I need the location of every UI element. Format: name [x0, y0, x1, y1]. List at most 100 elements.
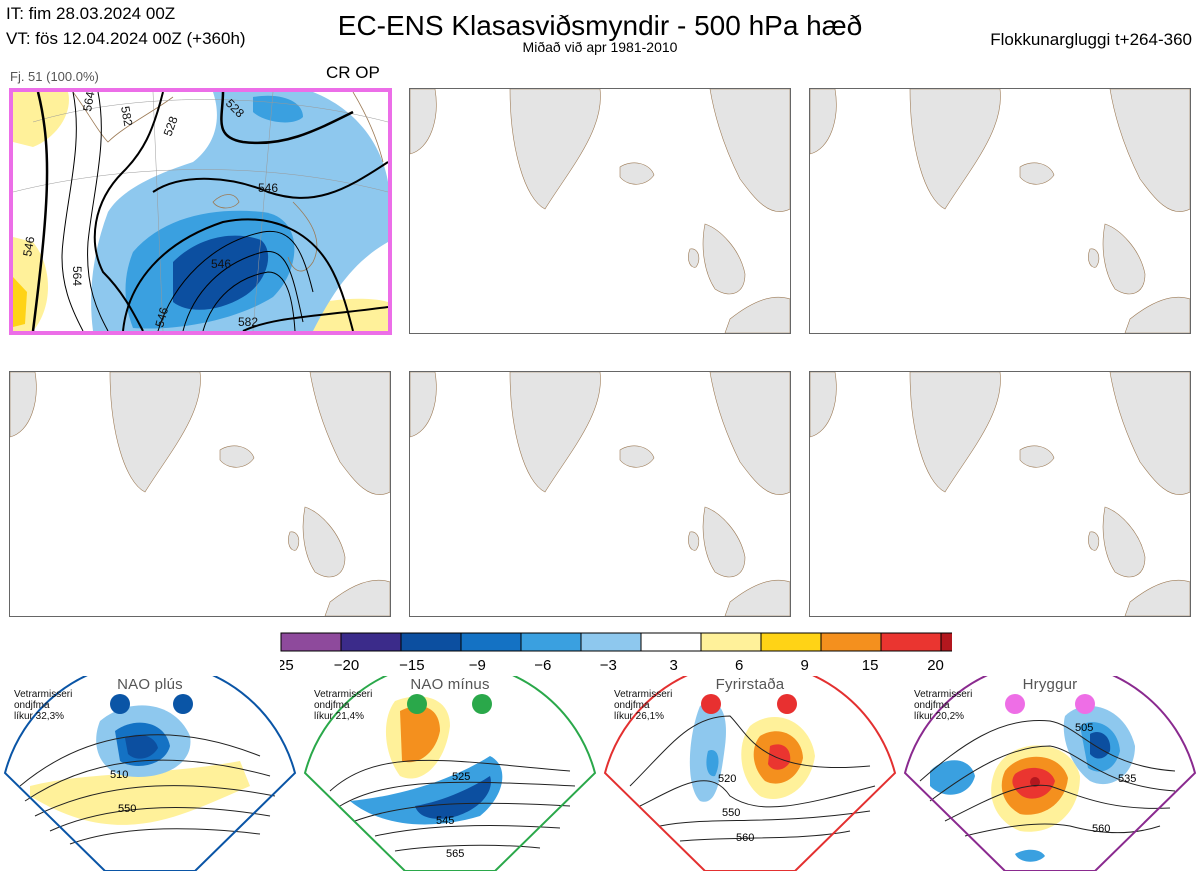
- contour-label: 528: [161, 114, 181, 138]
- initial-time: IT: fim 28.03.2024 00Z: [6, 4, 176, 23]
- regime-dot: [472, 694, 492, 714]
- contour-label: 505: [1075, 722, 1093, 734]
- regime-description: Vetrarmisseri ondjfma líkur 21,4%: [314, 689, 373, 722]
- land-background: [410, 372, 790, 616]
- colorbar-tick-label: −20: [334, 657, 359, 674]
- colorbar-tick-label: −9: [469, 657, 486, 674]
- regime-nao-minus-map: 525 545 565: [303, 676, 597, 871]
- cluster-map-1[interactable]: 546 528 582 564 546 528 546 546 564 582: [9, 88, 392, 335]
- contour-label: 525: [452, 771, 470, 783]
- negative-anomaly-core: [125, 734, 158, 759]
- regime-ridge-map: 505 535 560: [903, 676, 1197, 871]
- lat-lon-grid: [13, 92, 388, 331]
- colorbar-tick-label: −6: [534, 657, 551, 674]
- regime-name: NAO mínus: [410, 676, 490, 693]
- regime-dot: [701, 694, 721, 714]
- regime-nao-minus[interactable]: 525 545 565 NAO mínus Vetrarmisseri ondj…: [300, 676, 600, 871]
- contour-label: 582: [118, 105, 135, 127]
- positive-anomaly-core: [768, 744, 791, 770]
- regime-name: Fyrirstaða: [715, 676, 785, 693]
- contour-label: 564: [70, 266, 84, 286]
- height-contours: [329, 759, 576, 852]
- height-contours: [629, 715, 876, 842]
- land-background: [10, 372, 390, 616]
- page-title: EC-ENS Klasasviðsmyndir - 500 hPa hæð: [337, 10, 863, 41]
- colorbar-bin: [940, 632, 952, 652]
- land-background: [410, 89, 790, 333]
- cluster-map-2[interactable]: [409, 88, 791, 334]
- colorbar-bin: [760, 632, 822, 652]
- negative-anomaly-area: [930, 760, 975, 795]
- regime-label: CR OP: [326, 63, 380, 82]
- contour-label: 546: [258, 181, 278, 195]
- regime-dot: [1075, 694, 1095, 714]
- contour-label: 546: [152, 305, 171, 328]
- contour-label: 545: [436, 815, 454, 827]
- contour-label: 550: [722, 807, 740, 819]
- positive-anomaly-area: [30, 761, 250, 825]
- regime-description: Vetrarmisseri ondjfma líkur 32,3%: [14, 689, 73, 722]
- cluster-map-5[interactable]: [409, 371, 791, 617]
- negative-anomaly-area: [253, 95, 303, 123]
- positive-anomaly-peak: [1030, 777, 1040, 787]
- cluster-map-3[interactable]: [809, 88, 1191, 334]
- regime-frame: [903, 676, 1197, 871]
- regime-blocking[interactable]: 520 550 560 Fyrirstaða Vetrarmisseri ond…: [600, 676, 900, 871]
- cluster-map-6[interactable]: [809, 371, 1191, 617]
- colorbar-bin: [400, 632, 462, 652]
- height-contours: [31, 92, 388, 331]
- regime-name: Hryggur: [1022, 676, 1078, 693]
- colorbar-bin: [520, 632, 582, 652]
- regime-ridge[interactable]: 505 535 560 Hryggur Vetrarmisseri ondjfm…: [900, 676, 1200, 871]
- regime-blocking-map: 520 550 560: [603, 676, 897, 871]
- colorbar-tick-label: −3: [600, 657, 617, 674]
- contour-label: 546: [211, 257, 231, 271]
- regime-frame: [3, 676, 297, 871]
- contour-label: 560: [736, 832, 754, 844]
- colorbar-bin: [640, 632, 702, 652]
- colorbar-bin: [580, 632, 642, 652]
- colorbar-bin: [880, 632, 942, 652]
- regime-nao-plus[interactable]: 510 550 NAO plús Vetrarmisseri ondjfma l…: [0, 676, 300, 871]
- contour-label: 550: [118, 803, 136, 815]
- regime-description: Vetrarmisseri ondjfma líkur 26,1%: [614, 689, 673, 722]
- contour-label: 564: [80, 92, 97, 113]
- colorbar-tick-label: 9: [800, 657, 808, 674]
- contour-label: 535: [1118, 773, 1136, 785]
- valid-time: VT: fös 12.04.2024 00Z (+360h): [6, 29, 246, 48]
- colorbar-bin: [340, 632, 402, 652]
- colorbar-bin: [280, 632, 342, 652]
- contour-label: 582: [238, 315, 258, 329]
- colorbar-tick-label: −25: [280, 657, 294, 674]
- land-background: [810, 89, 1190, 333]
- contour-label: 520: [718, 773, 736, 785]
- regime-description: Vetrarmisseri ondjfma líkur 20,2%: [914, 689, 973, 722]
- contour-label: 510: [110, 769, 128, 781]
- positive-anomaly-core: [400, 706, 440, 763]
- regime-name: NAO plús: [117, 676, 183, 693]
- regime-dot: [777, 694, 797, 714]
- colorbar-bin: [700, 632, 762, 652]
- colorbar-bin: [460, 632, 522, 652]
- member-count-label: Fj. 51 (100.0%): [10, 69, 99, 84]
- regime-dot: [407, 694, 427, 714]
- contour-label: 560: [1092, 823, 1110, 835]
- regime-nao-plus-map: 510 550: [3, 676, 297, 871]
- land-background: [810, 372, 1190, 616]
- regime-dot: [1005, 694, 1025, 714]
- classification-window: Flokkunargluggi t+264-360: [990, 30, 1192, 49]
- negative-anomaly-core: [415, 776, 491, 819]
- positive-anomaly-core: [13, 277, 27, 327]
- cluster-map-1-plot: 546 528 582 564 546 528 546 546 564 582: [13, 92, 388, 331]
- contour-label: 565: [446, 848, 464, 860]
- negative-anomaly-area: [1015, 849, 1045, 862]
- regime-frame: [603, 676, 897, 871]
- regime-dot: [173, 694, 193, 714]
- colorbar-tick-label: −15: [399, 657, 424, 674]
- colorbar-tick-label: 15: [862, 657, 879, 674]
- colorbar-tick-label: 20: [927, 657, 944, 674]
- height-contours: [919, 719, 1176, 837]
- cluster-map-4[interactable]: [9, 371, 391, 617]
- coastlines: [72, 92, 384, 272]
- negative-anomaly-mid: [706, 750, 719, 777]
